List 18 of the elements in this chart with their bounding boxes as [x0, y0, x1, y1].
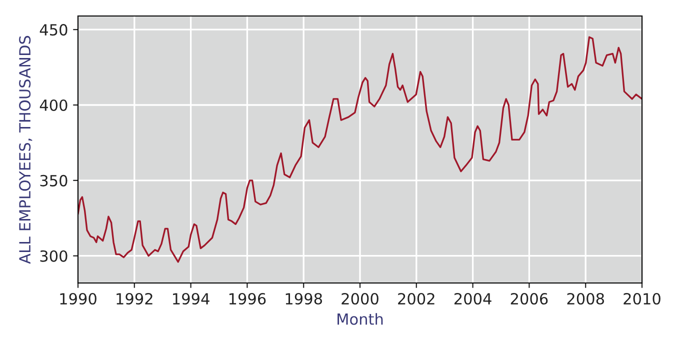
x-tick-label: 1996: [229, 292, 266, 305]
x-tick-label: 2002: [398, 292, 434, 305]
x-tick-label: 2008: [567, 292, 604, 305]
x-tick-label: 1992: [116, 292, 152, 305]
x-tick-label: 2000: [342, 292, 378, 305]
y-tick-label: 300: [40, 250, 68, 262]
y-tick-label: 450: [40, 24, 68, 36]
x-tick-label: 2006: [510, 292, 548, 305]
x-tick-label: 1998: [286, 292, 322, 305]
x-tick-label: 1994: [173, 292, 210, 305]
x-axis-title: Month: [338, 313, 383, 325]
y-axis-title: ALL EMPLOYEES, THOUSANDS: [19, 36, 32, 264]
y-tick-label: 350: [40, 174, 68, 186]
y-tick-label: 400: [40, 99, 68, 112]
x-tick-label: 2004: [454, 292, 492, 305]
x-tick-label: 2010: [624, 292, 660, 305]
x-tick-label: 1990: [60, 292, 96, 305]
line-series: [78, 36, 642, 263]
